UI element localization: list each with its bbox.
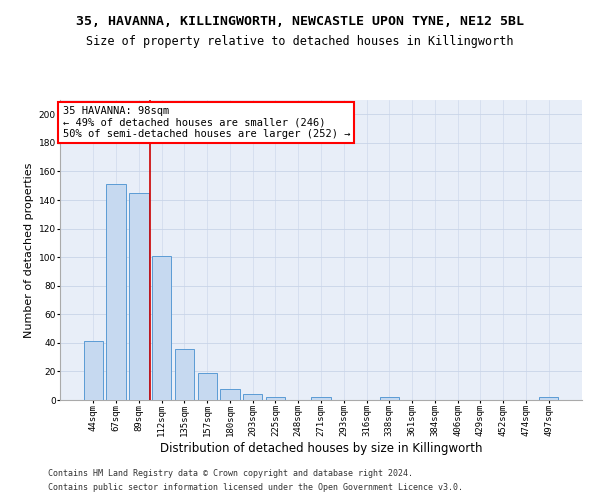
Bar [266,397,285,400]
Bar [152,256,172,400]
Y-axis label: Number of detached properties: Number of detached properties [25,162,34,338]
Bar [129,193,149,400]
Bar [220,388,239,400]
Bar [380,397,399,400]
Bar [197,373,217,400]
Text: Contains public sector information licensed under the Open Government Licence v3: Contains public sector information licen… [48,484,463,492]
Bar [84,342,103,400]
Bar [243,394,262,400]
Text: Size of property relative to detached houses in Killingworth: Size of property relative to detached ho… [86,35,514,48]
Text: 35, HAVANNA, KILLINGWORTH, NEWCASTLE UPON TYNE, NE12 5BL: 35, HAVANNA, KILLINGWORTH, NEWCASTLE UPO… [76,15,524,28]
Bar [539,397,558,400]
X-axis label: Distribution of detached houses by size in Killingworth: Distribution of detached houses by size … [160,442,482,455]
Bar [311,397,331,400]
Text: 35 HAVANNA: 98sqm
← 49% of detached houses are smaller (246)
50% of semi-detache: 35 HAVANNA: 98sqm ← 49% of detached hous… [62,106,350,139]
Bar [106,184,126,400]
Text: Contains HM Land Registry data © Crown copyright and database right 2024.: Contains HM Land Registry data © Crown c… [48,468,413,477]
Bar [175,348,194,400]
